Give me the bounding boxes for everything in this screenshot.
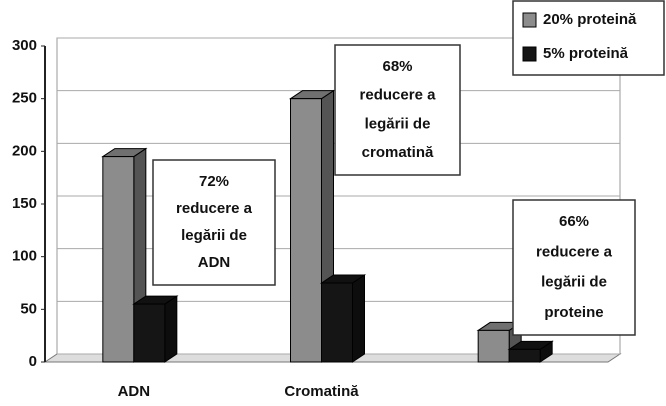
annotation-text: 72% <box>199 173 229 190</box>
bar-side <box>164 295 178 363</box>
bar-side <box>352 274 365 363</box>
annotation-text: legării de <box>181 227 247 244</box>
legend-label: 20% proteină <box>543 11 637 28</box>
annotation-text: 66% <box>559 213 589 230</box>
x-tick-label: ADN <box>118 383 151 400</box>
bar-front <box>321 282 353 363</box>
bar <box>319 274 367 363</box>
annotation-box <box>152 159 276 286</box>
annotation-text: legării de <box>365 115 431 132</box>
y-tick-label: 300 <box>12 37 37 54</box>
legend-swatch <box>522 12 537 28</box>
annotation-text: proteine <box>544 304 603 321</box>
bar-front <box>290 98 322 363</box>
annotation-text: 68% <box>382 58 412 75</box>
annotation-text: legării de <box>541 274 607 291</box>
legend-swatch <box>522 46 537 62</box>
bar <box>288 89 336 363</box>
annotation-text: reducere a <box>176 200 253 217</box>
y-tick-label: 200 <box>12 142 37 159</box>
bar-front <box>102 156 135 363</box>
legend-label: 5% proteină <box>543 45 629 62</box>
annotation-text: reducere a <box>360 87 437 104</box>
bar-front <box>477 329 510 363</box>
x-tick-label: Cromatină <box>284 383 359 400</box>
bar <box>132 295 179 363</box>
legend-box <box>512 0 665 76</box>
y-tick-label: 50 <box>20 300 37 317</box>
y-tick-label: 150 <box>12 195 37 212</box>
annotation-box <box>512 199 636 336</box>
y-tick-label: 250 <box>12 90 37 107</box>
annotation-box <box>334 44 461 176</box>
y-tick-label: 100 <box>12 248 37 265</box>
bar-front <box>508 348 541 363</box>
bar-front <box>133 303 166 363</box>
annotation-text: cromatină <box>362 144 434 161</box>
bar <box>507 340 554 363</box>
annotation-text: reducere a <box>536 243 613 260</box>
y-tick-label: 0 <box>29 353 37 370</box>
annotation-text: ADN <box>198 254 231 271</box>
